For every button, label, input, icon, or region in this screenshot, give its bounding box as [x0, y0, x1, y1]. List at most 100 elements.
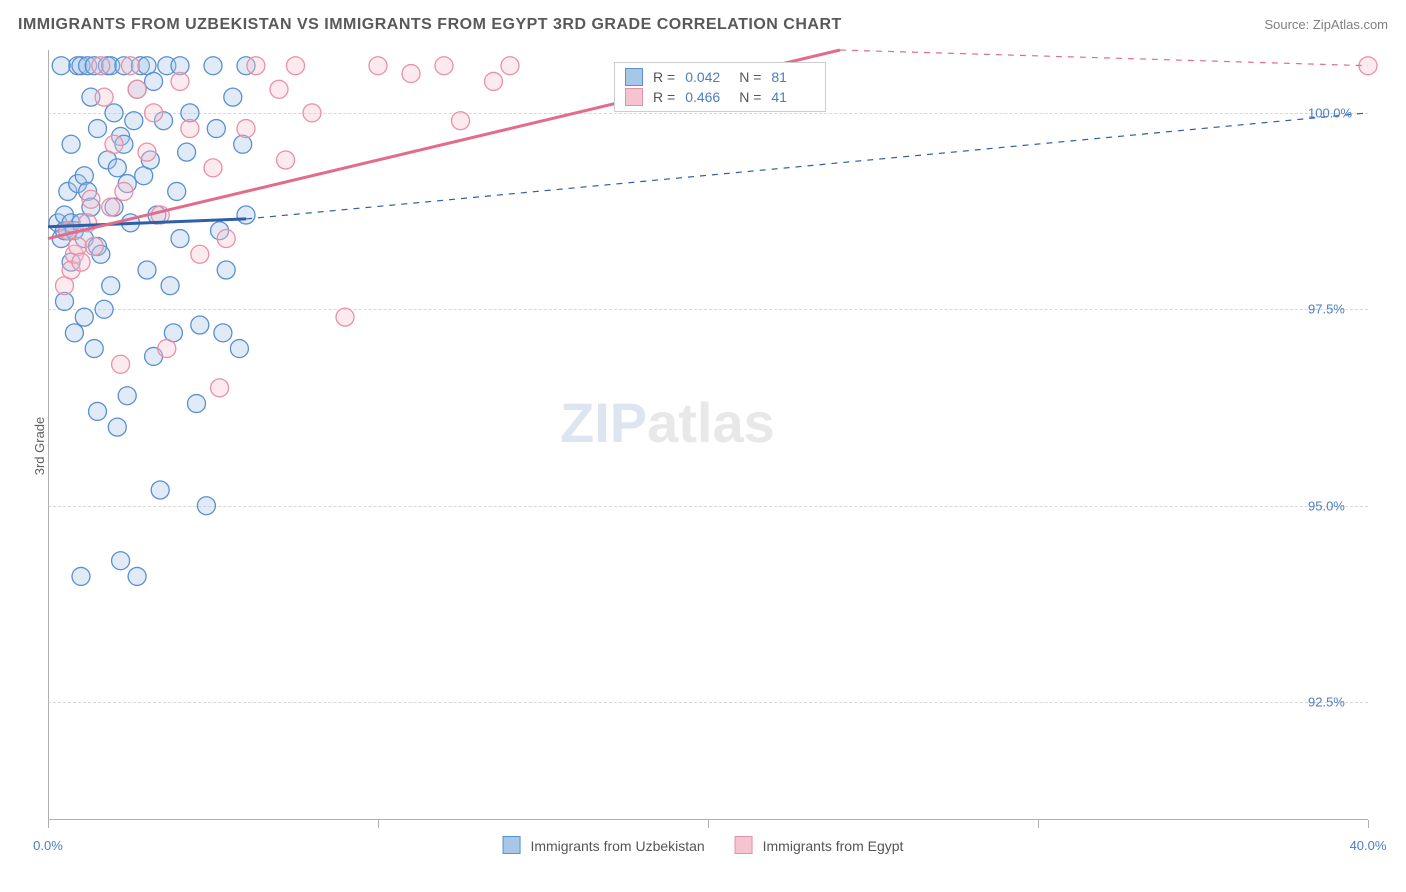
scatter-point — [181, 120, 199, 138]
xtick — [48, 820, 49, 828]
scatter-point — [108, 159, 126, 177]
legend-item-uzbekistan: Immigrants from Uzbekistan — [503, 836, 705, 854]
scatter-point — [145, 72, 163, 90]
legend-item-egypt: Immigrants from Egypt — [735, 836, 904, 854]
corr-n-label-2: N = — [739, 89, 761, 105]
xtick — [1038, 820, 1039, 828]
scatter-point — [204, 159, 222, 177]
scatter-point — [171, 72, 189, 90]
corr-row-uzbekistan: R = 0.042 N = 81 — [625, 68, 815, 86]
scatter-point — [501, 57, 519, 75]
scatter-point — [75, 308, 93, 326]
scatter-point — [303, 104, 321, 122]
ytick-label: 92.5% — [1308, 695, 1345, 710]
scatter-point — [72, 567, 90, 585]
scatter-point — [115, 182, 133, 200]
legend-label-egypt: Immigrants from Egypt — [763, 838, 904, 854]
chart-header: IMMIGRANTS FROM UZBEKISTAN VS IMMIGRANTS… — [18, 16, 1388, 34]
corr-row-egypt: R = 0.466 N = 41 — [625, 88, 815, 106]
scatter-point — [105, 104, 123, 122]
scatter-point — [108, 418, 126, 436]
scatter-point — [247, 57, 265, 75]
scatter-point — [168, 182, 186, 200]
scatter-point — [89, 120, 107, 138]
scatter-point — [82, 190, 100, 208]
xtick — [1368, 820, 1369, 828]
scatter-point — [128, 80, 146, 98]
scatter-point — [65, 324, 83, 342]
corr-n-label-1: N = — [739, 69, 761, 85]
scatter-point — [118, 387, 136, 405]
scatter-point — [214, 324, 232, 342]
scatter-point — [402, 65, 420, 83]
swatch-uzbekistan-icon — [625, 68, 643, 86]
trend-line-ext — [246, 113, 1368, 219]
legend-bottom: Immigrants from Uzbekistan Immigrants fr… — [503, 836, 904, 854]
scatter-point — [369, 57, 387, 75]
scatter-point — [191, 245, 209, 263]
scatter-point — [92, 57, 110, 75]
scatter-point — [237, 120, 255, 138]
scatter-point — [95, 300, 113, 318]
scatter-point — [161, 277, 179, 295]
scatter-point — [224, 88, 242, 106]
scatter-point — [234, 135, 252, 153]
ytick-label: 100.0% — [1308, 105, 1352, 120]
scatter-point — [122, 57, 140, 75]
scatter-point — [151, 481, 169, 499]
swatch-egypt-icon — [625, 88, 643, 106]
legend-swatch-uzbekistan-icon — [503, 836, 521, 854]
chart-source: Source: ZipAtlas.com — [1264, 17, 1388, 32]
scatter-point — [217, 230, 235, 248]
scatter-point — [72, 253, 90, 271]
scatter-point — [105, 135, 123, 153]
scatter-point — [237, 206, 255, 224]
scatter-point — [102, 198, 120, 216]
corr-n-value-1: 81 — [771, 69, 815, 85]
scatter-point — [452, 112, 470, 130]
chart-title: IMMIGRANTS FROM UZBEKISTAN VS IMMIGRANTS… — [18, 16, 842, 34]
correlation-box: R = 0.042 N = 81 R = 0.466 N = 41 — [614, 62, 826, 112]
scatter-point — [69, 237, 87, 255]
scatter-point — [270, 80, 288, 98]
scatter-point — [95, 88, 113, 106]
xtick-label: 0.0% — [33, 838, 63, 853]
scatter-point — [336, 308, 354, 326]
xtick — [708, 820, 709, 828]
scatter-point — [158, 340, 176, 358]
scatter-point — [171, 230, 189, 248]
scatter-point — [207, 120, 225, 138]
y-axis-label: 3rd Grade — [32, 417, 47, 476]
corr-r-value-1: 0.042 — [685, 69, 729, 85]
scatter-point — [178, 143, 196, 161]
corr-n-value-2: 41 — [771, 89, 815, 105]
scatter-point — [217, 261, 235, 279]
scatter-point — [191, 316, 209, 334]
scatter-point — [138, 261, 156, 279]
scatter-point — [85, 237, 103, 255]
corr-r-value-2: 0.466 — [685, 89, 729, 105]
scatter-point — [435, 57, 453, 75]
chart-svg — [48, 50, 1368, 820]
scatter-point — [75, 167, 93, 185]
legend-label-uzbekistan: Immigrants from Uzbekistan — [530, 838, 704, 854]
scatter-point — [211, 379, 229, 397]
corr-r-label-2: R = — [653, 89, 675, 105]
scatter-point — [62, 135, 80, 153]
scatter-point — [89, 402, 107, 420]
xtick — [378, 820, 379, 828]
scatter-point — [125, 112, 143, 130]
scatter-point — [112, 552, 130, 570]
xtick-label: 40.0% — [1350, 838, 1387, 853]
scatter-point — [277, 151, 295, 169]
scatter-point — [138, 143, 156, 161]
corr-r-label-1: R = — [653, 69, 675, 85]
scatter-point — [112, 355, 130, 373]
scatter-point — [85, 340, 103, 358]
scatter-point — [485, 72, 503, 90]
trend-line-ext — [840, 50, 1368, 66]
scatter-point — [145, 104, 163, 122]
ytick-label: 97.5% — [1308, 302, 1345, 317]
scatter-point — [128, 567, 146, 585]
scatter-point — [204, 57, 222, 75]
